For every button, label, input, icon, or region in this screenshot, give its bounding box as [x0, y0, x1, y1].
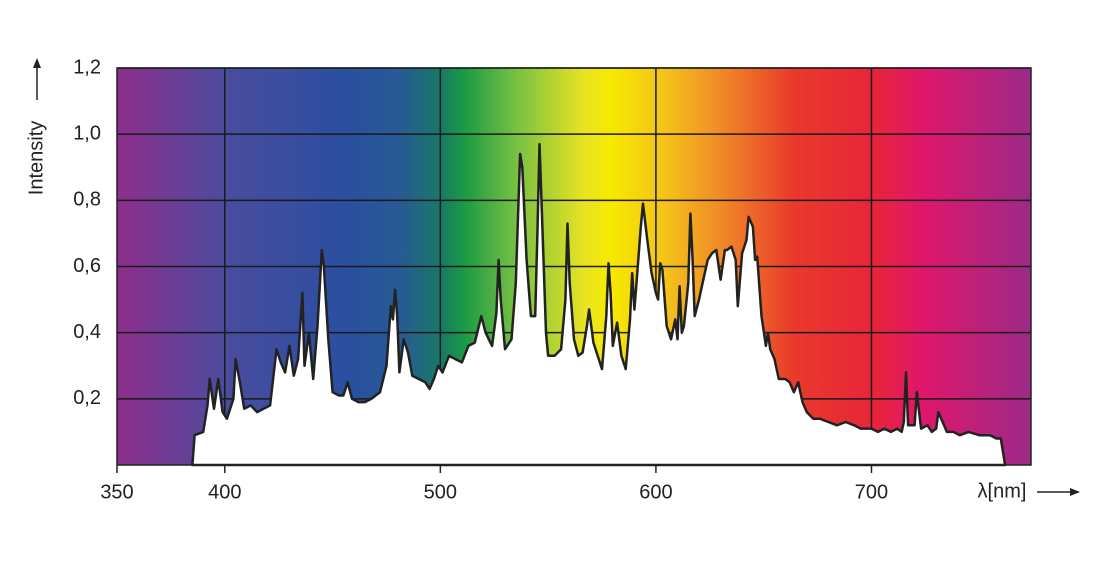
x-tick-label: 350 — [100, 481, 133, 503]
y-arrow-head — [33, 58, 41, 68]
x-arrow-head — [1070, 488, 1080, 496]
plot-frame — [116, 67, 1032, 466]
x-tick-label: 500 — [424, 481, 457, 503]
y-tick-label: 0,6 — [73, 255, 101, 277]
x-tick-label: 700 — [855, 481, 888, 503]
x-axis-label: λ[nm] — [978, 480, 1027, 502]
y-tick-label: 0,4 — [73, 321, 101, 343]
spectrum-area — [191, 142, 1007, 467]
y-tick-label: 1,2 — [73, 56, 101, 78]
y-tick-label: 0,8 — [73, 189, 101, 211]
y-tick-label: 0,2 — [73, 387, 101, 409]
x-tick-label: 400 — [208, 481, 241, 503]
y-axis-label: Intensity — [25, 121, 47, 195]
y-tick-label: 1,0 — [73, 122, 101, 144]
x-tick-label: 600 — [639, 481, 672, 503]
